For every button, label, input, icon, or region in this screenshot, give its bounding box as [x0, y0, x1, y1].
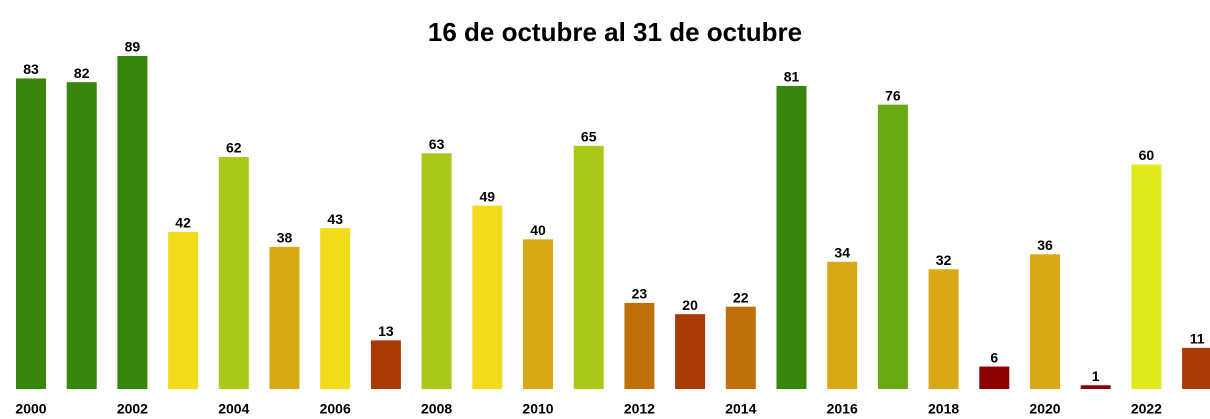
bar [827, 261, 858, 389]
value-label: 43 [327, 211, 343, 227]
value-label: 40 [530, 222, 546, 238]
value-label: 11 [1190, 331, 1205, 347]
bar [320, 228, 351, 389]
value-label: 63 [429, 136, 445, 152]
value-label: 20 [682, 297, 698, 313]
value-label: 34 [834, 244, 850, 260]
bar [168, 231, 199, 389]
bar [523, 239, 553, 389]
value-label: 23 [632, 286, 648, 302]
value-label: 13 [378, 323, 394, 339]
value-label: 6 [990, 349, 998, 365]
bar [421, 153, 452, 389]
x-tick-label: 2014 [725, 401, 756, 417]
x-tick-label: 2016 [827, 401, 858, 417]
value-label: 89 [125, 39, 141, 55]
x-tick-label: 2006 [320, 401, 351, 417]
bar [624, 302, 655, 389]
value-label: 22 [733, 289, 749, 305]
value-label: 81 [784, 69, 800, 85]
x-tick-label: 2012 [624, 401, 655, 417]
bar [117, 56, 148, 389]
bar [776, 85, 807, 389]
bar [1131, 164, 1162, 389]
bar [675, 314, 706, 389]
value-label: 42 [175, 215, 191, 231]
x-tick-label: 2004 [218, 401, 249, 417]
bar [472, 205, 503, 389]
value-label: 1 [1092, 368, 1100, 384]
bar [1182, 347, 1210, 389]
value-label: 62 [226, 140, 242, 156]
x-tick-label: 2022 [1131, 401, 1162, 417]
bar [979, 366, 1010, 389]
bar [877, 104, 908, 390]
bar [928, 269, 959, 389]
x-tick-label: 2000 [15, 401, 46, 417]
x-tick-label: 2018 [928, 401, 959, 417]
value-label: 76 [885, 87, 901, 103]
bar [1030, 254, 1060, 389]
value-label: 38 [277, 230, 293, 246]
bar [1080, 385, 1111, 389]
value-label: 32 [936, 252, 952, 268]
value-label: 65 [581, 129, 597, 145]
value-label: 83 [23, 61, 39, 77]
x-tick-label: 2020 [1029, 401, 1060, 417]
x-tick-label: 2008 [421, 401, 452, 417]
bar [725, 306, 756, 389]
value-label: 82 [74, 65, 90, 81]
bar [269, 246, 300, 389]
value-label: 36 [1037, 237, 1053, 253]
bar [573, 145, 604, 389]
value-label: 60 [1139, 147, 1155, 163]
bar [370, 340, 401, 389]
chart-title: 16 de octubre al 31 de octubre [428, 17, 802, 47]
x-tick-label: 2010 [522, 401, 553, 417]
value-label: 49 [480, 188, 496, 204]
x-tick-label: 2002 [117, 401, 148, 417]
bar [218, 157, 249, 389]
bar [66, 82, 97, 389]
bar [16, 78, 46, 390]
